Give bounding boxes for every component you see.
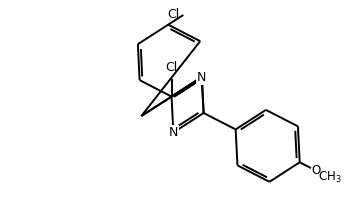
Text: N: N: [169, 126, 178, 139]
Text: N: N: [197, 70, 206, 84]
Text: Cl: Cl: [166, 61, 178, 74]
Text: O: O: [311, 164, 320, 177]
Text: CH$_3$: CH$_3$: [318, 170, 341, 185]
Text: Cl: Cl: [167, 9, 180, 21]
